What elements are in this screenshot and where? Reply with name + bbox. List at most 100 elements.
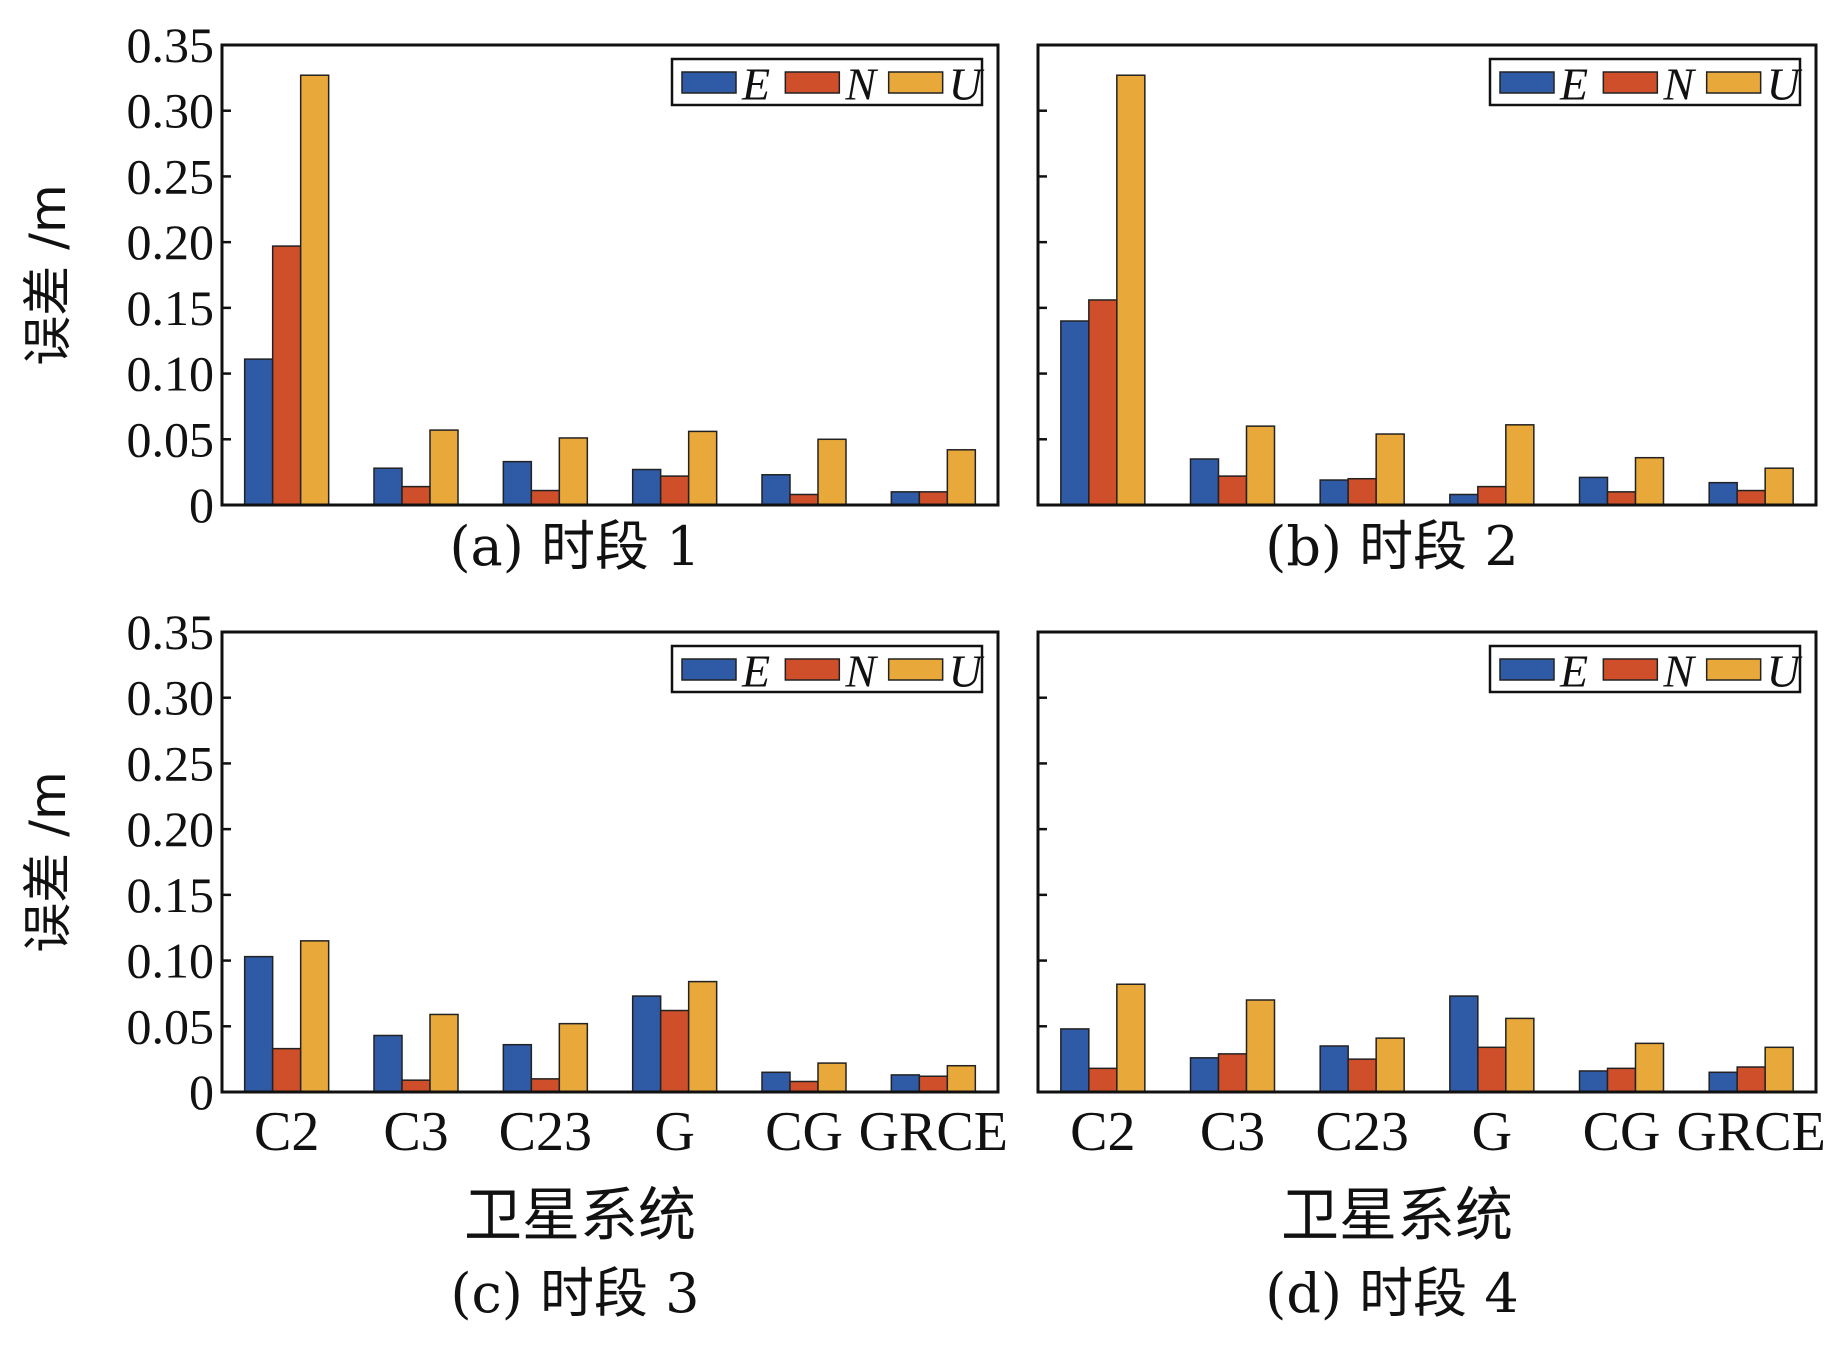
bar-E-CG — [761, 1071, 791, 1093]
legend-label-E: E — [741, 646, 770, 697]
plot-frame — [1036, 43, 1818, 507]
bar-E-C23 — [1319, 479, 1349, 506]
bar-E-CG — [761, 474, 791, 506]
bar-E-C3 — [1189, 458, 1220, 506]
panel-d: C2 C3 C23 G CG GRCE 卫星系统 (d) 时段 4 E N U — [1036, 630, 1826, 1325]
bar-E-C3 — [373, 467, 403, 506]
bar-N-GRCE — [1736, 489, 1766, 506]
bar-N-C3 — [401, 1079, 431, 1093]
bar-U-CG — [817, 1062, 847, 1093]
panel-caption: (d) 时段 4 — [1265, 1262, 1518, 1325]
y-tick-label: 0.10 — [127, 933, 215, 989]
x-tick-label: C23 — [499, 1101, 592, 1163]
bar-E-C2 — [1060, 1028, 1090, 1093]
bar-N-C23 — [530, 489, 561, 506]
bar-E-G — [631, 995, 662, 1093]
legend-swatch-N — [1602, 658, 1659, 681]
bar-N-C3 — [1217, 1053, 1248, 1093]
legend-swatch-E — [1499, 658, 1555, 681]
bar-N-C23 — [1347, 1058, 1377, 1093]
x-tick-label: C2 — [1070, 1101, 1135, 1163]
plot-frame — [1036, 630, 1818, 1094]
bar-U-C2 — [1116, 74, 1146, 506]
x-axis: C2 C3 C23 G CG GRCE — [1070, 1101, 1826, 1163]
bar-N-C2 — [271, 245, 302, 506]
legend-swatch-N — [784, 71, 841, 94]
bar-N-GRCE — [918, 491, 949, 506]
bar-U-C23 — [1375, 1037, 1405, 1093]
bar-U-GRCE — [1764, 1046, 1794, 1093]
bar-E-GRCE — [1708, 1071, 1738, 1093]
bar-N-G — [1477, 485, 1507, 506]
x-tick-label: C2 — [254, 1101, 319, 1163]
y-tick-label: 0.15 — [127, 280, 215, 336]
bar-U-G — [687, 980, 718, 1093]
bars — [243, 940, 977, 1093]
bar-U-G — [1505, 424, 1535, 506]
bar-E-C23 — [502, 460, 533, 506]
bar-U-C23 — [558, 1022, 589, 1093]
bar-U-C3 — [429, 1013, 459, 1093]
bar-E-CG — [1578, 476, 1609, 506]
y-tick-label: 0.30 — [127, 83, 215, 139]
bar-U-CG — [1634, 1042, 1665, 1093]
legend-swatch-N — [784, 658, 841, 681]
bar-U-C2 — [299, 74, 330, 506]
bar-U-C3 — [429, 429, 459, 506]
legend-swatch-E — [681, 658, 737, 681]
x-tick-label: G — [654, 1101, 694, 1163]
y-tick-label: 0.25 — [127, 148, 215, 204]
bar-N-C2 — [1088, 1067, 1118, 1093]
bar-E-C2 — [243, 955, 274, 1093]
bar-N-CG — [789, 493, 819, 506]
bar-E-GRCE — [890, 491, 921, 506]
bar-U-C2 — [1116, 983, 1146, 1093]
bar-U-CG — [1634, 456, 1665, 506]
bar-U-G — [687, 430, 718, 506]
bars — [1060, 74, 1794, 506]
legend-swatch-E — [681, 71, 737, 94]
bar-N-CG — [1606, 1067, 1637, 1093]
bar-E-CG — [1578, 1070, 1609, 1093]
panel-caption: (c) 时段 3 — [450, 1262, 699, 1325]
y-tick-label: 0.25 — [127, 735, 215, 791]
bar-U-GRCE — [1764, 467, 1794, 506]
legend-label-E: E — [741, 59, 770, 110]
legend-swatch-U — [1705, 71, 1762, 94]
x-tick-label: CG — [765, 1101, 843, 1163]
bar-E-G — [631, 468, 662, 506]
panel-b: (b) 时段 2 E N U — [1036, 43, 1818, 578]
plot-frame — [220, 630, 1000, 1094]
bar-U-G — [1505, 1017, 1535, 1093]
legend-swatch-U — [1705, 658, 1762, 681]
x-tick-label: GRCE — [859, 1101, 1008, 1163]
bar-N-C23 — [1347, 477, 1377, 506]
x-tick-label: CG — [1583, 1101, 1661, 1163]
bar-N-C2 — [271, 1047, 302, 1093]
y-axis-label: 误差 /m — [19, 771, 77, 952]
y-tick-label: 0.05 — [127, 411, 215, 467]
bar-E-C2 — [1060, 320, 1090, 506]
bar-U-GRCE — [946, 449, 977, 506]
legend-label-U: U — [949, 59, 985, 110]
y-tick-label: 0.10 — [127, 346, 215, 402]
bars — [243, 74, 977, 506]
y-axis: 0 0.05 0.10 0.15 0.20 0.25 0.30 0.35 — [127, 17, 231, 533]
legend-label-N: N — [844, 59, 878, 110]
legend-swatch-E — [1499, 71, 1555, 94]
bar-N-C2 — [1088, 299, 1118, 506]
bar-N-G — [1477, 1046, 1507, 1093]
bar-U-GRCE — [946, 1064, 977, 1093]
legend-label-N: N — [844, 646, 878, 697]
bar-E-C23 — [1319, 1045, 1349, 1093]
bar-E-C2 — [243, 358, 274, 506]
bar-E-C23 — [502, 1043, 533, 1093]
y-tick-label: 0.35 — [127, 17, 215, 73]
bar-N-C3 — [1217, 475, 1248, 506]
